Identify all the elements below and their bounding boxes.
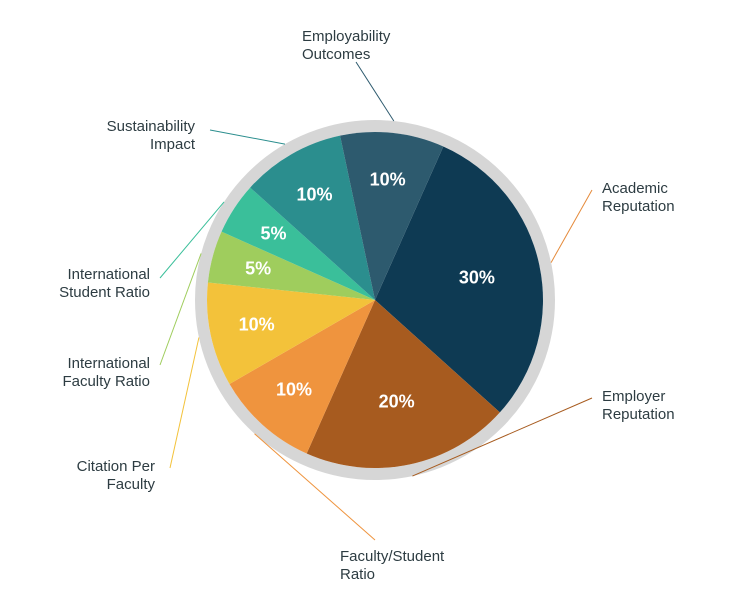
leader-citation-per-faculty <box>170 337 199 468</box>
pie-svg <box>0 0 750 599</box>
leader-academic-reputation <box>551 190 592 263</box>
leader-sustainability-impact <box>210 130 285 144</box>
pie-chart: 30%Academic Reputation20%Employer Reputa… <box>0 0 750 599</box>
leader-employability-outcomes <box>356 62 394 121</box>
